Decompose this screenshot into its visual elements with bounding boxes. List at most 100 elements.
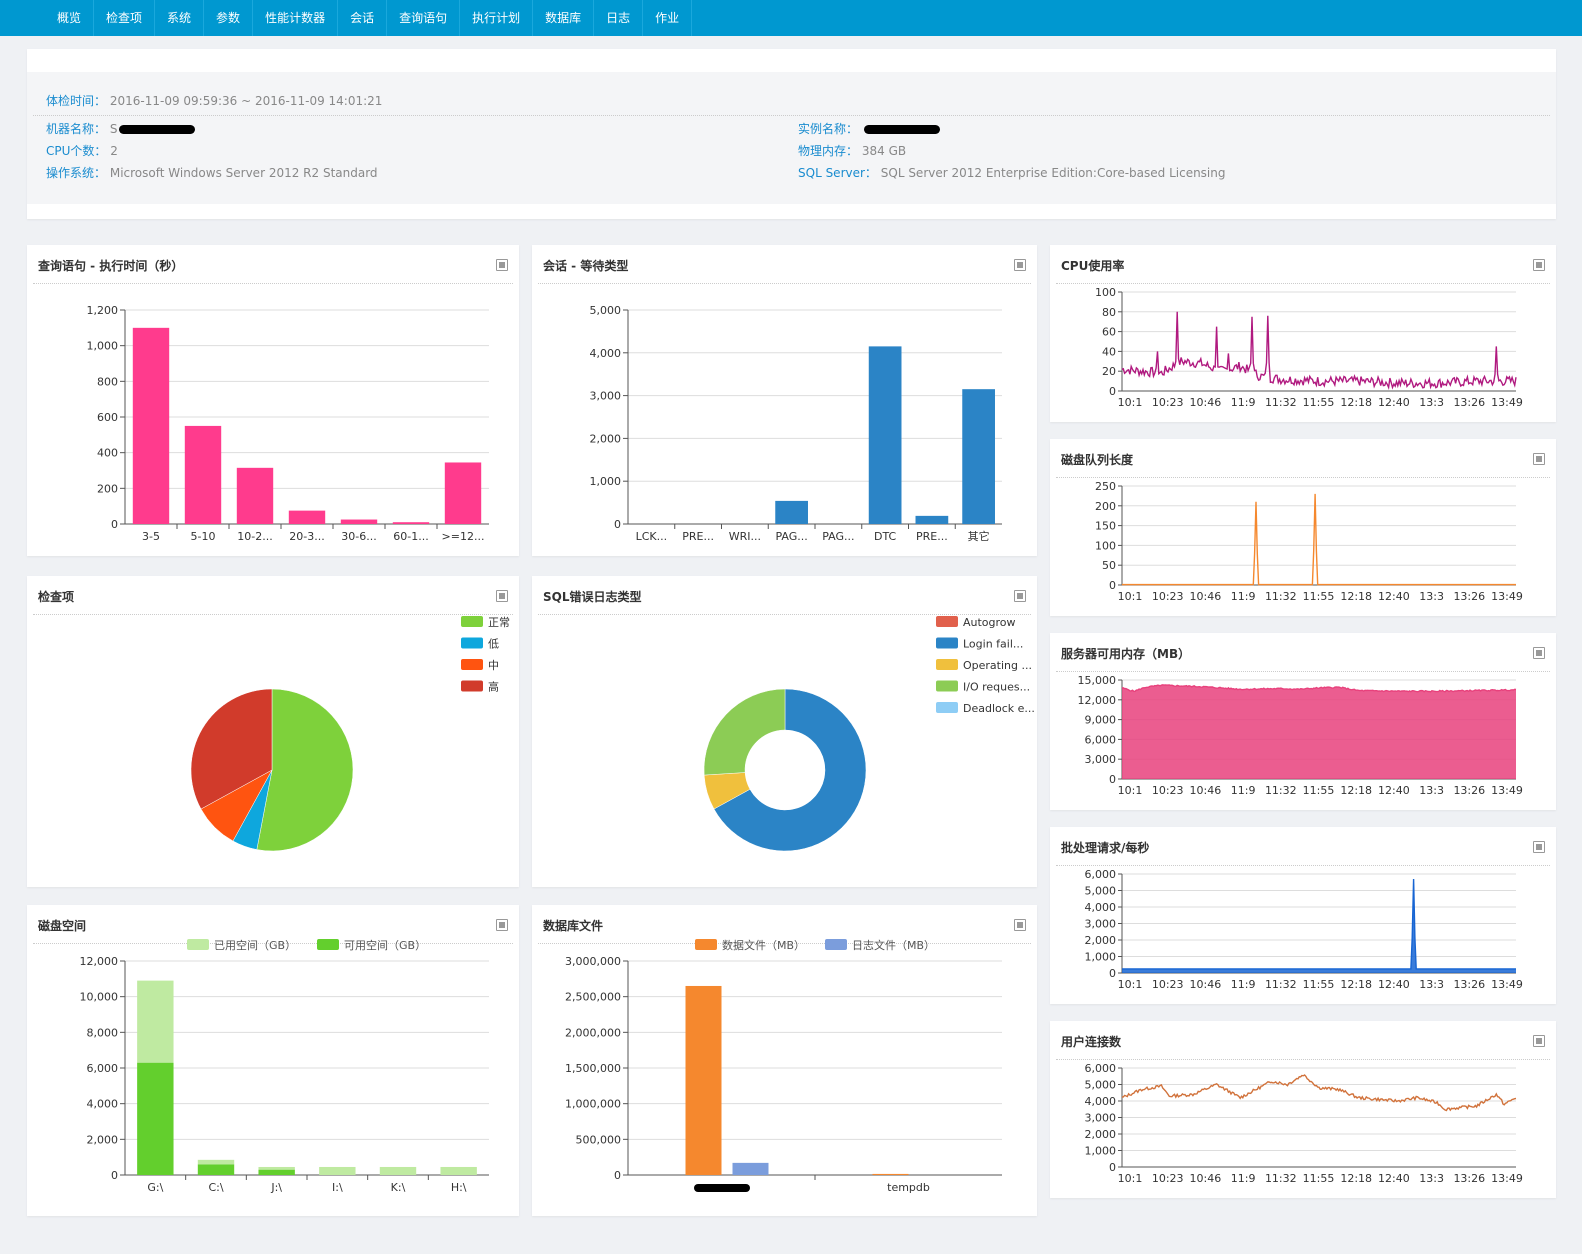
x-tick-label: 其它 (968, 529, 990, 543)
nav-item[interactable]: 作业 (643, 0, 693, 36)
panel-title: 检查项 (38, 590, 75, 604)
panel-divider (538, 283, 1031, 284)
info-panel: 体检时间： 2016-11-09 09:59:36 ~ 2016-11-09 1… (27, 49, 1556, 219)
nav-item[interactable]: 会话 (338, 0, 388, 36)
collapse-icon[interactable] (1533, 1035, 1545, 1047)
y-tick-label: 2,000,000 (565, 1026, 621, 1039)
collapse-icon[interactable] (1533, 841, 1545, 853)
y-tick-label: 12,000 (1078, 694, 1117, 707)
bar-used (379, 1166, 417, 1175)
collapse-icon[interactable] (496, 590, 508, 602)
x-tick-label: 13:49 (1491, 396, 1523, 409)
y-tick-label: 100 (1095, 539, 1116, 552)
x-tick-label: 11:32 (1265, 784, 1297, 797)
x-tick-label: 13:3 (1419, 784, 1444, 797)
x-tick-label: 10:1 (1118, 1172, 1143, 1185)
panel-divider (1056, 1059, 1550, 1060)
bar (732, 1162, 769, 1175)
nav-item[interactable]: 参数 (204, 0, 254, 36)
legend-label: 正常 (488, 616, 510, 629)
y-tick-label: 2,500,000 (565, 991, 621, 1004)
panel-disk-space: 磁盘空间 已用空间（GB） 可用空间（GB） 0 2,000 4,000 6,000 8,0… (27, 905, 519, 1216)
pie-slice (256, 688, 354, 852)
nav-item[interactable]: 查询语句 (387, 0, 461, 36)
nav-item[interactable]: 性能计数器 (253, 0, 339, 36)
y-tick-label: 0 (1109, 1161, 1116, 1174)
y-tick-label: 0 (1109, 773, 1116, 786)
collapse-icon[interactable] (496, 259, 508, 271)
nav-item[interactable]: 执行计划 (460, 0, 534, 36)
x-tick-label: 11:9 (1231, 978, 1256, 991)
collapse-icon[interactable] (1533, 453, 1545, 465)
nav-item[interactable]: 系统 (155, 0, 205, 36)
x-tick-label: 10:23 (1152, 1172, 1184, 1185)
y-tick-label: 0 (614, 1169, 621, 1182)
bar (340, 519, 378, 524)
collapse-icon[interactable] (496, 919, 508, 931)
redaction-mark (694, 1184, 750, 1192)
collapse-icon[interactable] (1533, 259, 1545, 271)
memory-chart: 0 3,000 6,000 9,000 12,000 15,000 10:1 10:23 10:… (1078, 674, 1523, 797)
y-tick-label: 3,000 (1085, 1112, 1117, 1125)
y-tick-label: 400 (97, 447, 118, 460)
nav-item[interactable]: 日志 (594, 0, 644, 36)
y-tick-label: 1,000 (1085, 951, 1117, 964)
x-tick-label: 12:40 (1378, 978, 1410, 991)
x-tick-label: 13:3 (1419, 590, 1444, 603)
y-tick-label: 2,000 (590, 432, 622, 445)
x-tick-label: 11:32 (1265, 590, 1297, 603)
x-tick-label: 10:46 (1190, 978, 1222, 991)
series-line (1122, 878, 1516, 970)
x-tick-label: 10:1 (1118, 590, 1143, 603)
redaction-mark (119, 125, 196, 134)
y-tick-label: 6,000 (1085, 868, 1117, 881)
x-tick-label: WRI... (729, 530, 761, 543)
series-area (1122, 879, 1516, 973)
nav-item[interactable]: 检查项 (94, 0, 156, 36)
y-tick-label: 40 (1102, 345, 1116, 358)
legend-swatch (936, 659, 958, 670)
os-value: Microsoft Windows Server 2012 R2 Standar… (109, 166, 378, 180)
y-tick-label: 50 (1102, 559, 1116, 572)
redaction-mark (863, 125, 940, 134)
disk-space-chart: 已用空间（GB） 可用空间（GB） 0 2,000 4,000 6,000 8,000 10,… (80, 938, 489, 1194)
collapse-icon[interactable] (1014, 919, 1026, 931)
connections-chart: 0 1,000 2,000 3,000 4,000 5,000 6,000 10:1 10:23… (1085, 1062, 1523, 1185)
y-tick-label: 15,000 (1078, 674, 1117, 687)
x-tick-label: 11:55 (1303, 978, 1335, 991)
panel-divider (1056, 283, 1550, 284)
x-tick-label: 3-5 (142, 530, 160, 543)
x-tick-label: PRE... (916, 530, 948, 543)
y-tick-label: 0 (1109, 967, 1116, 980)
legend-label: I/O reques... (963, 681, 1030, 694)
collapse-icon[interactable] (1533, 647, 1545, 659)
y-tick-label: 500,000 (576, 1133, 622, 1146)
cpu-count: CPU个数： 2 (46, 142, 118, 159)
bar-used (258, 1166, 295, 1170)
x-tick-label: DTC (874, 530, 897, 543)
x-tick-label: 11:9 (1231, 396, 1256, 409)
nav-item[interactable]: 概览 (45, 0, 95, 36)
panel-title: 会话 - 等待类型 (543, 259, 629, 273)
pie-slice (190, 688, 273, 810)
x-tick-label: 10:46 (1190, 396, 1222, 409)
x-tick-label: LCK... (636, 530, 668, 543)
panel-divider (1056, 865, 1550, 866)
collapse-icon[interactable] (1014, 259, 1026, 271)
collapse-icon[interactable] (1014, 590, 1026, 602)
legend-swatch (461, 616, 483, 627)
x-tick-label: 60-1... (393, 530, 428, 543)
check-time: 体检时间： 2016-11-09 09:59:36 ~ 2016-11-09 1… (46, 92, 382, 109)
y-tick-label: 0 (111, 1169, 118, 1182)
nav-item[interactable]: 数据库 (533, 0, 595, 36)
y-tick-label: 4,000 (1085, 901, 1117, 914)
y-tick-label: 3,000 (1085, 918, 1117, 931)
y-tick-label: 1,000,000 (565, 1098, 621, 1111)
instance-name-label: 实例名称： (798, 122, 859, 136)
cpu-count-value: 2 (110, 144, 118, 158)
legend-label: Deadlock e... (963, 702, 1035, 715)
legend-label: 可用空间（GB） (344, 938, 426, 952)
legend-swatch (936, 616, 958, 627)
x-tick-label: 11:9 (1231, 590, 1256, 603)
